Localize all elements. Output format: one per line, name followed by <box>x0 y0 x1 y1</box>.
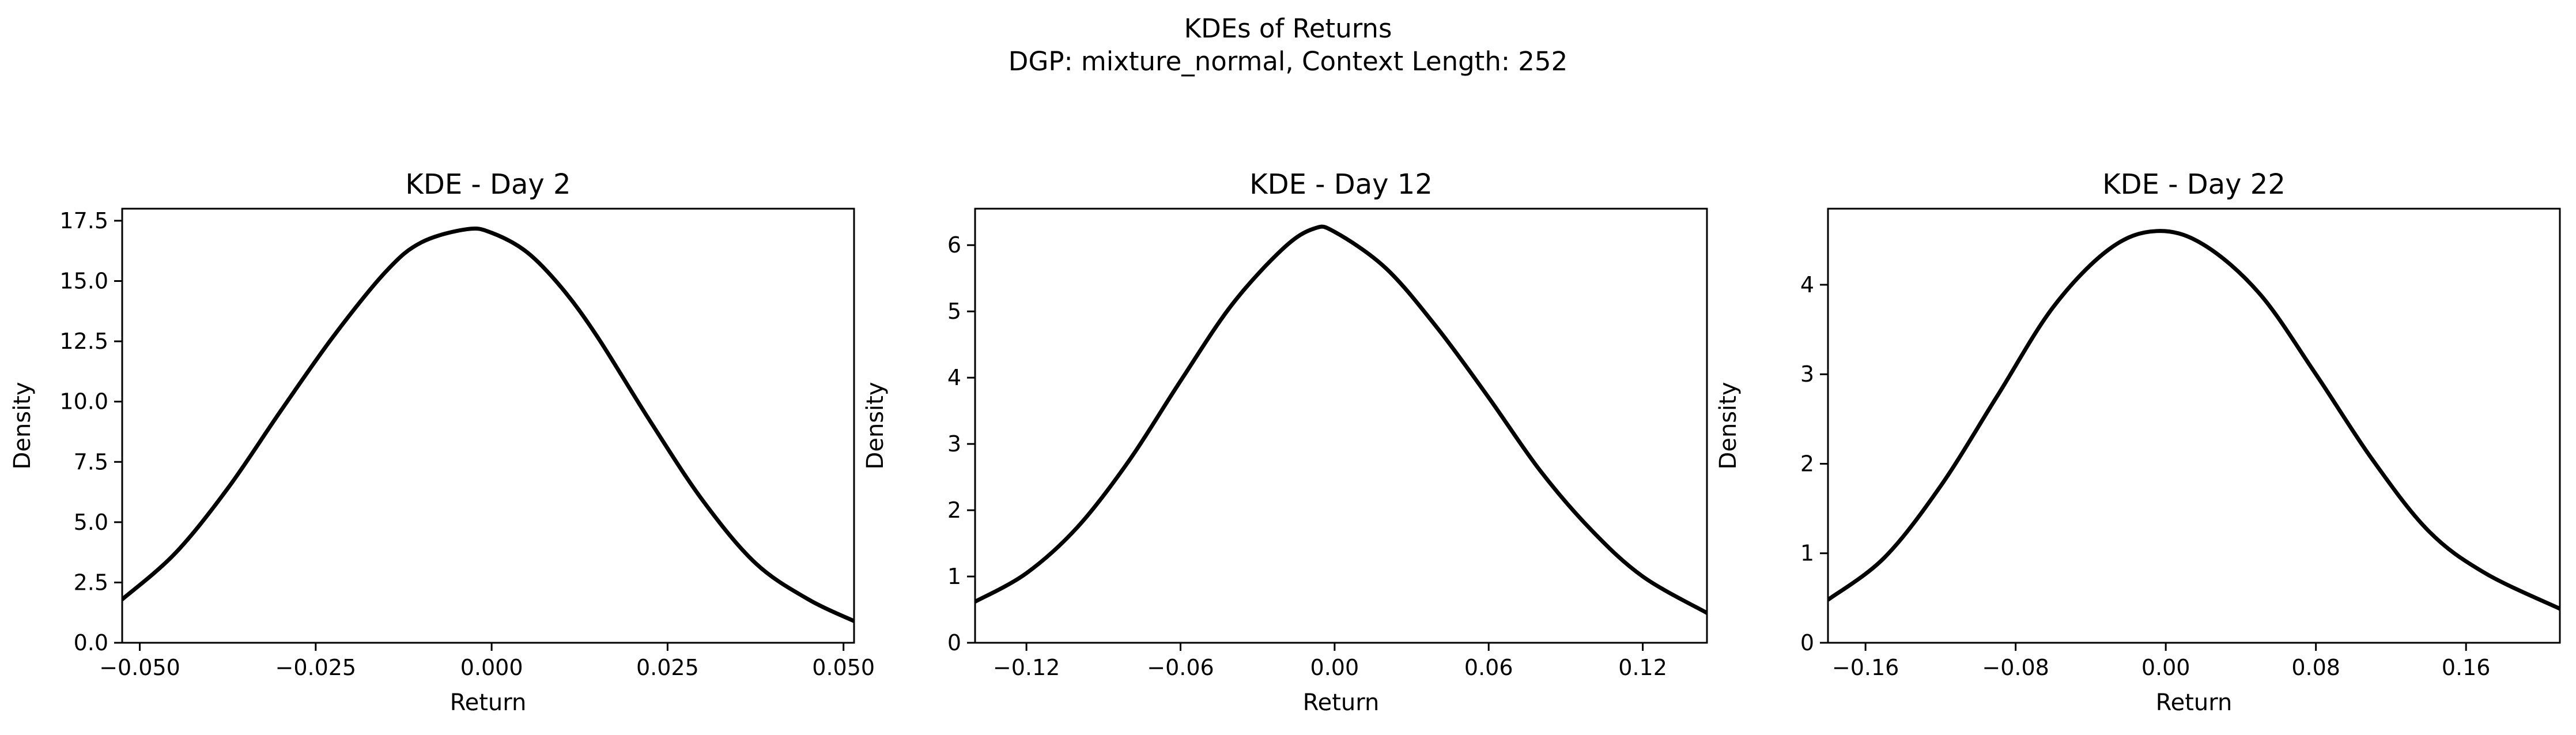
y-tick-label: 15.0 <box>59 269 108 294</box>
y-tick-label: 12.5 <box>59 329 108 354</box>
figure-subtitle: DGP: mixture_normal, Context Length: 252 <box>1009 46 1567 77</box>
y-tick-label: 2.5 <box>74 570 108 595</box>
y-tick-label: 0 <box>1800 630 1814 655</box>
x-tick-label: 0.050 <box>812 655 875 680</box>
x-axis-label: Return <box>450 689 527 716</box>
y-tick-label: 4 <box>1800 272 1814 297</box>
x-tick-label: 0.08 <box>2291 655 2340 680</box>
x-tick-label: 0.06 <box>1464 655 1513 680</box>
x-tick-label: 0.16 <box>2442 655 2491 680</box>
kde-curve-2 <box>975 224 1707 615</box>
y-tick-label: 1 <box>1800 541 1814 566</box>
y-axis-label: Density <box>1715 382 1742 469</box>
y-tick-label: 0 <box>947 630 961 655</box>
y-tick-label: 7.5 <box>74 449 108 474</box>
kde-curve-1 <box>122 226 854 623</box>
x-tick-label: 0.000 <box>460 655 523 680</box>
subplot-1: −0.050 −0.025 0.000 0.025 0.050 0.0 2.5 5.0 7.5 1… <box>9 168 875 716</box>
y-tick-label: 17.5 <box>59 208 108 233</box>
y-tick-label: 5.0 <box>74 510 108 535</box>
axes-frame <box>974 208 1708 644</box>
x-tick-label: 0.00 <box>1310 655 1359 680</box>
subplot-title: KDE - Day 12 <box>1249 168 1433 201</box>
x-tick-label: −0.025 <box>275 655 356 680</box>
kde-curve-3 <box>1828 229 2560 611</box>
y-tick-label: 2 <box>1800 451 1814 476</box>
subplot-grid: −0.050 −0.025 0.000 0.025 0.0500.02.55.07.51… <box>9 168 2561 716</box>
x-tick-label: 0.00 <box>2141 655 2190 680</box>
x-axis-label: Return <box>2156 689 2233 716</box>
y-tick-label: 3 <box>1800 361 1814 387</box>
subplot-title: KDE - Day 2 <box>405 168 571 201</box>
figure-title: KDEs of Returns <box>1184 13 1392 44</box>
x-tick-label: 0.025 <box>636 655 699 680</box>
x-tick-label: −0.12 <box>993 655 1060 680</box>
y-axis-label: Density <box>9 382 36 469</box>
y-tick-label: 4 <box>947 365 961 390</box>
x-tick-label: −0.050 <box>99 655 180 680</box>
x-tick-label: −0.08 <box>1982 655 2049 680</box>
x-axis-label: Return <box>1303 689 1380 716</box>
axes-frame <box>1827 208 2561 644</box>
x-tick-label: −0.16 <box>1832 655 1899 680</box>
axes-frame <box>121 208 855 644</box>
subplot-title: KDE - Day 22 <box>2102 168 2286 201</box>
y-tick-label: 5 <box>947 299 961 324</box>
x-tick-label: 0.12 <box>1618 655 1667 680</box>
y-tick-label: 3 <box>947 431 961 457</box>
subplot-3: −0.16 −0.08 0.00 0.08 0.16 0 1 2 3 4 KDE - Day 22 R… <box>1715 168 2561 716</box>
y-tick-label: 6 <box>947 232 961 258</box>
y-tick-label: 2 <box>947 497 961 523</box>
y-tick-label: 0.0 <box>74 630 108 655</box>
y-tick-label: 10.0 <box>59 389 108 414</box>
x-tick-label: −0.06 <box>1147 655 1214 680</box>
y-axis-label: Density <box>862 382 889 469</box>
y-tick-label: 1 <box>947 564 961 589</box>
subplot-2: −0.12 −0.06 0.00 0.06 0.12 0 1 2 3 4 5 6 KDE - Day 1… <box>862 168 1708 716</box>
